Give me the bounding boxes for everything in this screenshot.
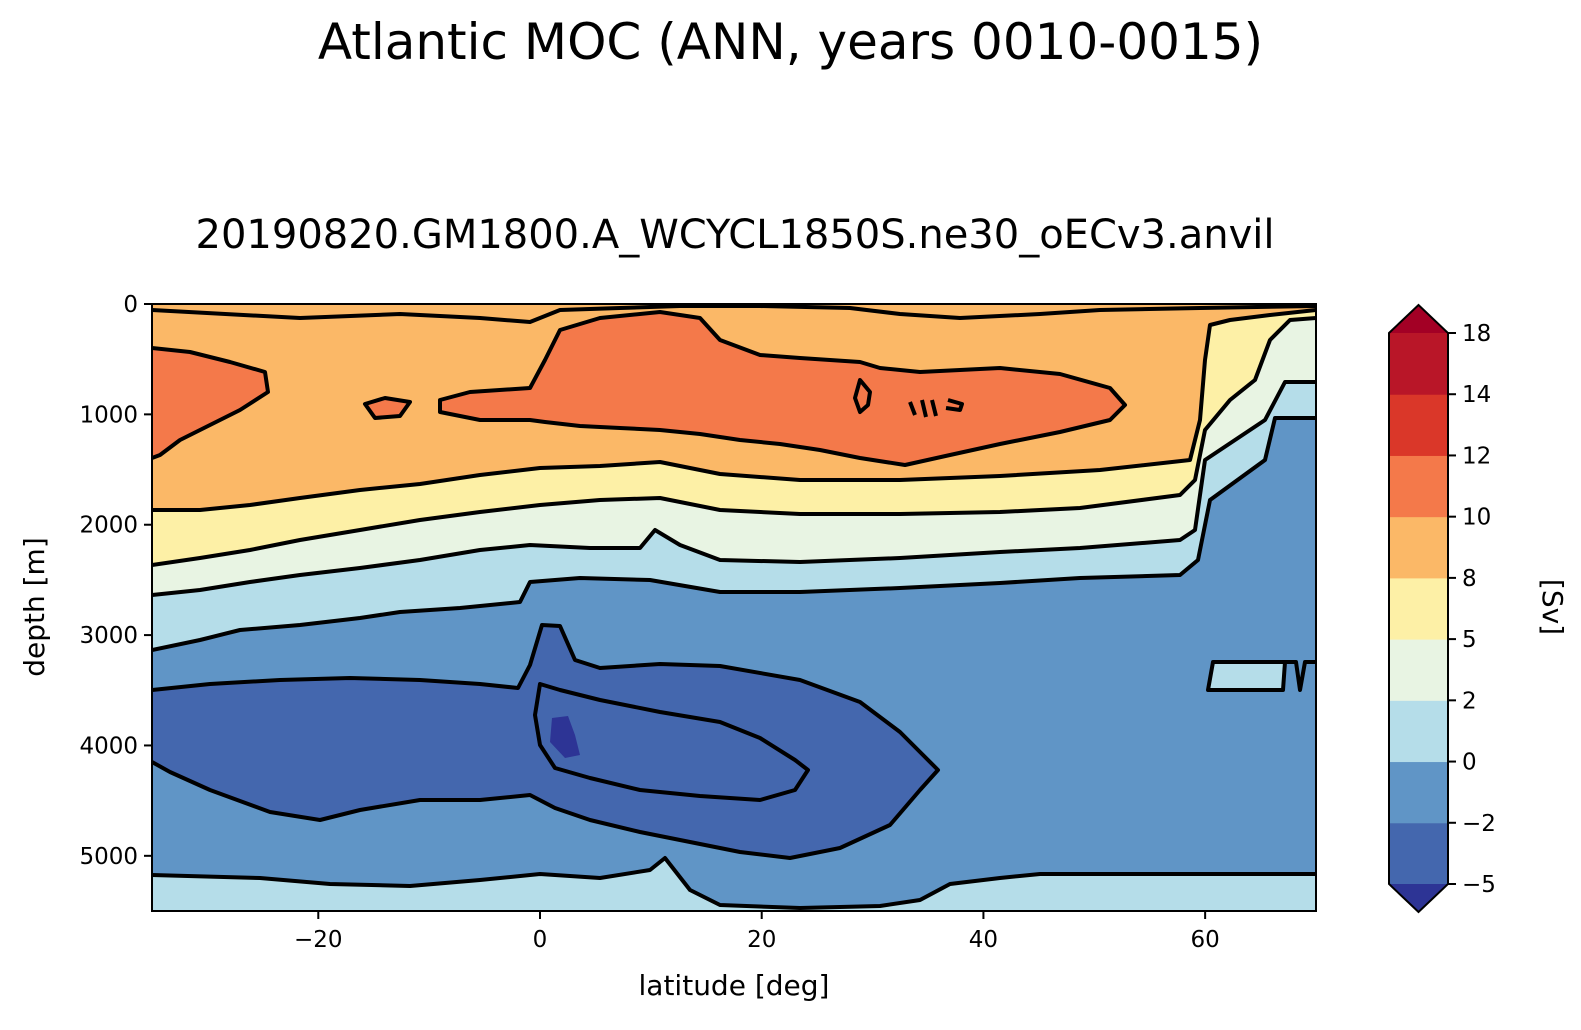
- y-tick-label: 0: [123, 292, 138, 318]
- colorbar-tick-label: 18: [1462, 321, 1491, 347]
- figure-title: Atlantic MOC (ANN, years 0010-0015): [317, 13, 1264, 71]
- contour-fill-10-to-12-small: [365, 398, 410, 418]
- colorbar-segment: [1389, 577, 1448, 640]
- y-axis-label: depth [m]: [18, 537, 51, 677]
- y-tick-label: 4000: [79, 733, 138, 759]
- colorbar-segment: [1389, 761, 1448, 824]
- contour-line: [152, 856, 1316, 910]
- contour-line: [438, 310, 1127, 467]
- plot-area: [152, 304, 1316, 911]
- colorbar: −5 −2 0 2 5 8 10 12 14 18: [1388, 303, 1496, 914]
- contour-line: [152, 623, 940, 860]
- contour-line: [363, 396, 412, 420]
- x-tick-label: −20: [294, 927, 343, 953]
- x-axis: −20 0 20 40 60: [294, 911, 1220, 953]
- contour-fill-0-to-2-bottom: [152, 858, 1316, 911]
- colorbar-segment: [1389, 822, 1448, 885]
- contour-line: [152, 416, 1316, 652]
- x-tick-label: 20: [747, 927, 776, 953]
- y-axis: 0 1000 2000 3000 4000 5000: [79, 292, 152, 870]
- colorbar-tick-label: 0: [1462, 750, 1477, 776]
- contour-line: [908, 398, 964, 418]
- contour-line: [152, 346, 270, 460]
- contour-line: [152, 380, 1316, 597]
- colorbar-tick-label: 8: [1462, 566, 1477, 592]
- y-tick-label: 3000: [79, 623, 138, 649]
- colorbar-segment: [1389, 394, 1448, 456]
- contour-line: [533, 682, 810, 802]
- contour-line: [152, 308, 1316, 512]
- contour-fill-0-to-2-box: [1208, 662, 1285, 690]
- y-tick-label: 1000: [79, 402, 138, 428]
- axes-frame: [151, 303, 1317, 912]
- chart-subtitle: 20190820.GM1800.A_WCYCL1850S.ne30_oECv3.…: [195, 212, 1275, 258]
- x-axis-label: latitude [deg]: [639, 969, 830, 1002]
- colorbar-segment: [1389, 700, 1448, 763]
- colorbar-segment: [1389, 516, 1448, 579]
- colorbar-tick-label: 2: [1462, 688, 1477, 714]
- contour-line: [853, 378, 872, 414]
- contour-line: [152, 316, 1316, 567]
- colorbar-segment: [1389, 639, 1448, 701]
- y-tick-label: 5000: [79, 844, 138, 870]
- colorbar-tick-label: −5: [1462, 872, 1496, 898]
- colorbar-tick-label: 12: [1462, 443, 1491, 469]
- colorbar-segment: [1389, 333, 1448, 395]
- contour-line: [1206, 660, 1316, 692]
- colorbar-extend-max: [1389, 305, 1448, 333]
- colorbar-tick-label: 14: [1462, 382, 1491, 408]
- y-tick-label: 2000: [79, 513, 138, 539]
- contour-line: [152, 304, 1316, 324]
- contour-lines: [152, 304, 1316, 910]
- colorbar-tick-label: 10: [1462, 505, 1491, 531]
- x-tick-label: 40: [969, 927, 998, 953]
- contour-fill-10-to-12-west: [152, 348, 268, 458]
- colorbar-tick-label: 5: [1462, 627, 1477, 653]
- x-tick-label: 60: [1191, 927, 1220, 953]
- colorbar-segment: [1389, 455, 1448, 518]
- colorbar-tick-label: −2: [1462, 811, 1496, 837]
- colorbar-label: [Sv]: [1536, 579, 1569, 635]
- x-tick-label: 0: [533, 927, 548, 953]
- contour-fill-below-neg5: [550, 716, 580, 758]
- colorbar-extend-min: [1389, 884, 1448, 912]
